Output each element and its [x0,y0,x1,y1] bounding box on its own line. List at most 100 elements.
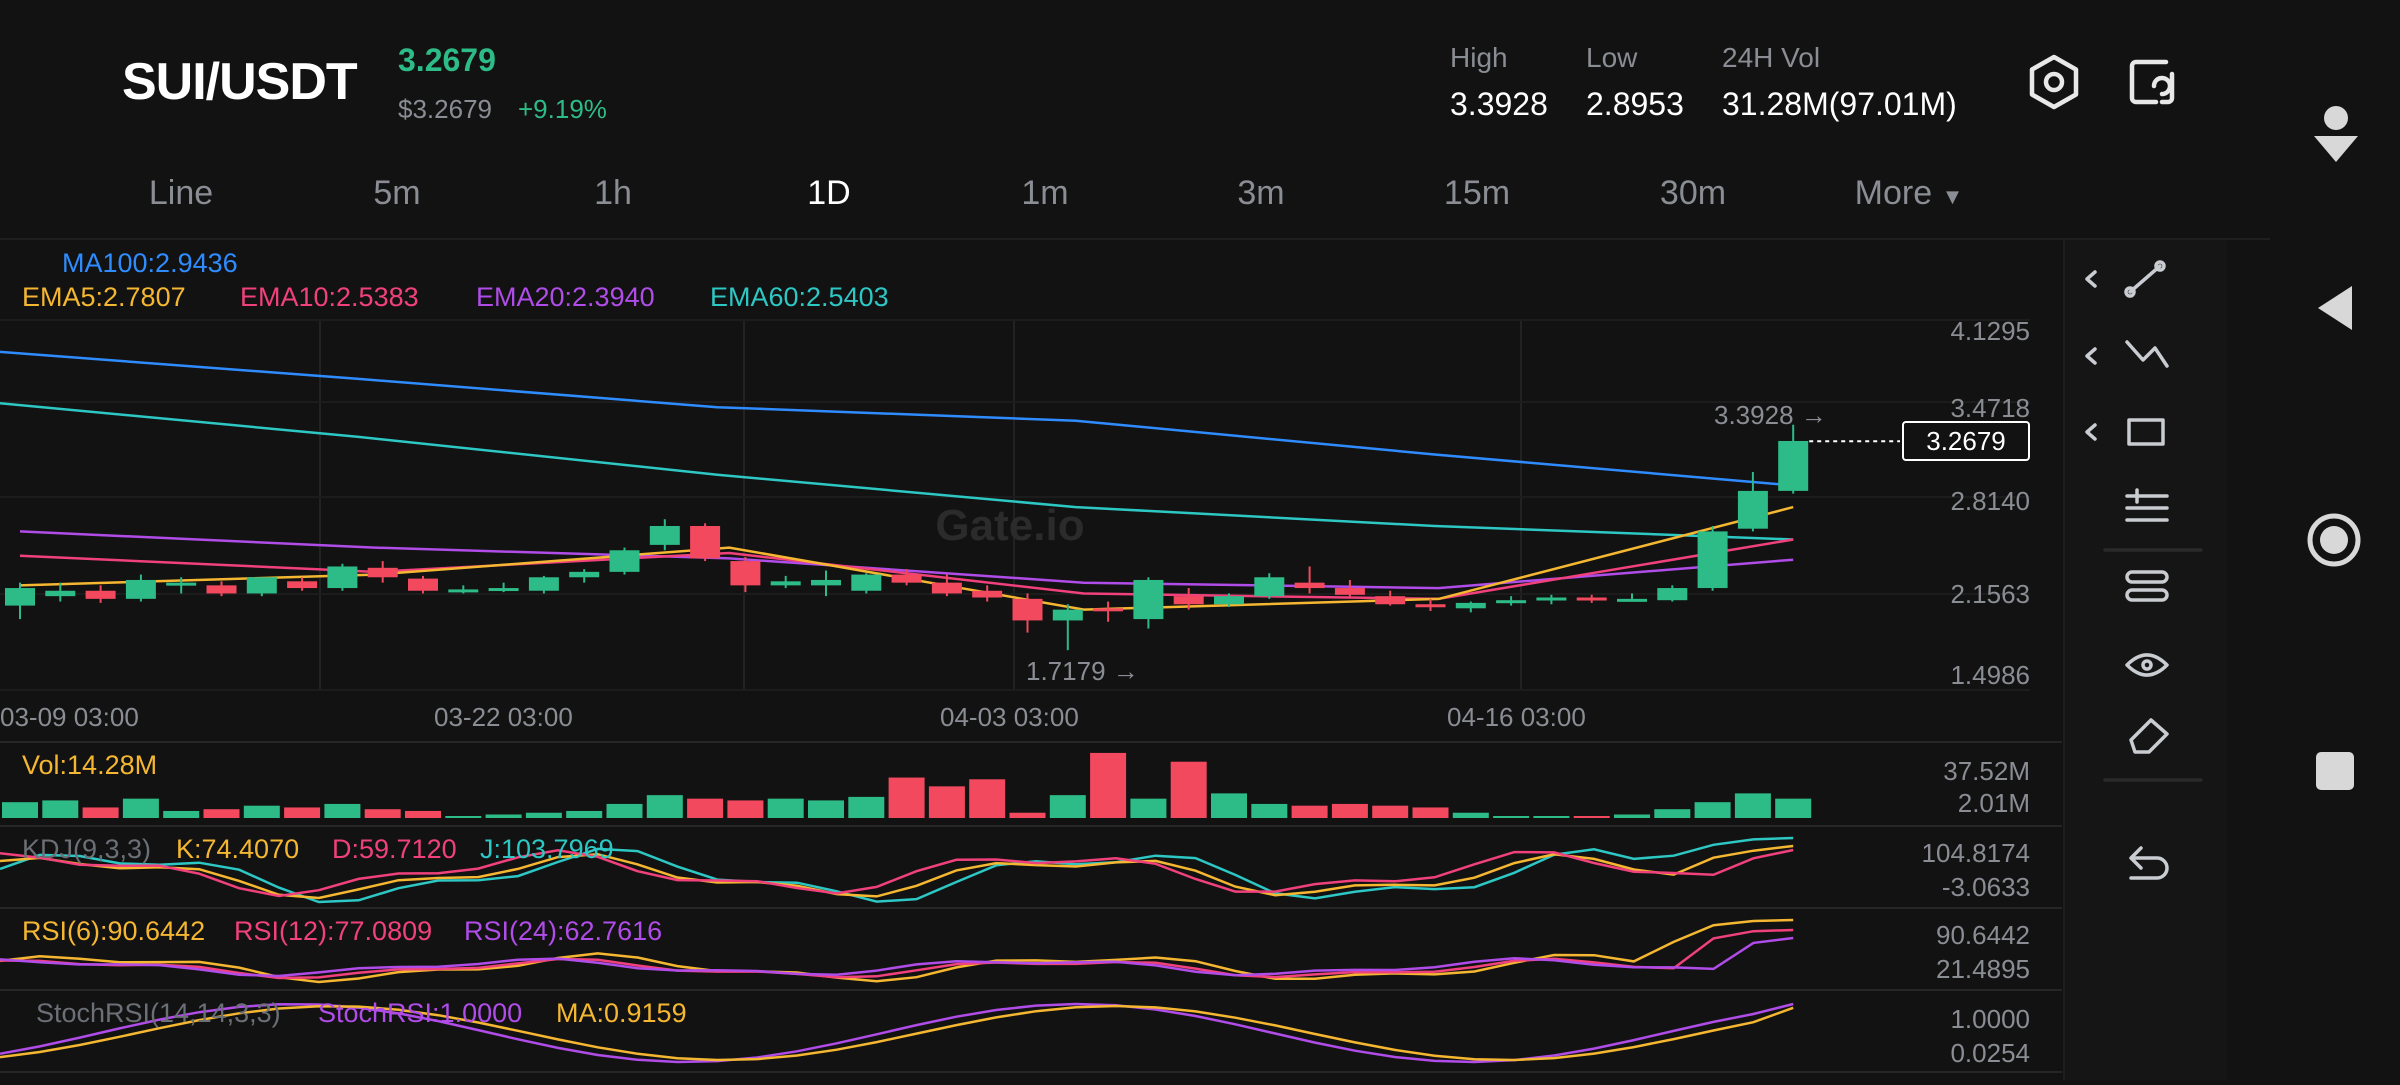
switch-screen-icon[interactable] [2126,54,2182,110]
candle-body [125,579,156,599]
trading-pair-title[interactable]: SUI/USDT [122,53,358,111]
tab-30m[interactable]: 30m [1659,174,1727,212]
volume-bar [525,812,562,818]
candle-body [690,525,721,559]
text-lines-icon[interactable] [2125,488,2169,522]
ema20-legend: EMA20:2.3940 [476,282,655,312]
volume-bar [122,798,159,818]
candle-body [1294,582,1325,589]
stochrsi-value-legend: StochRSI:1.0000 [318,998,523,1028]
rsi12-legend: RSI(12):77.0809 [234,916,433,946]
volume-bar [82,807,119,818]
stoch-tick-1: 1.0000 [1950,1004,2030,1034]
home-icon[interactable] [2307,513,2361,567]
candle-body [1334,588,1365,595]
volume-bar [566,810,603,818]
tab-5m[interactable]: 5m [373,174,421,212]
candle-body [408,578,438,591]
volume-bar [324,803,361,818]
volume-bar [969,779,1006,818]
volume-bar [163,810,200,818]
candle-body [367,567,398,578]
date-tick-2: 03-22 03:00 [434,702,573,732]
dropdown-caret-icon: ▼ [1941,184,1964,209]
visibility-icon[interactable] [2125,653,2169,677]
volume-bar [364,809,401,818]
back-icon[interactable] [2318,286,2352,330]
candle-body [1173,596,1204,605]
settings-icon[interactable] [2026,54,2082,110]
high-value: 3.3928 [1450,86,1548,122]
rsi-tick-1: 90.6442 [1936,920,2030,950]
candle-body [5,588,35,606]
candle-body [1455,602,1486,609]
wave-tool-icon[interactable] [2085,340,2169,368]
volume-bar [767,798,804,818]
rsi6-line [0,918,1794,984]
volume-bar [1493,816,1530,818]
candle-body [811,579,841,586]
kline-chart[interactable]: Gate.io [0,0,2062,1080]
undo-icon[interactable] [2129,846,2169,880]
volume-bar [1452,812,1489,818]
tab-line[interactable]: Line [148,174,214,212]
kdj-d-line [0,848,1794,898]
kdj-d-legend: D:59.7120 [332,834,457,864]
recents-icon[interactable] [2316,752,2354,790]
volume-bar [42,800,79,818]
rsi24-line [0,936,1794,978]
volume-bar [646,795,683,818]
volume-bar [848,796,885,818]
volume-bar [1009,812,1046,818]
system-nav-bar [2270,0,2400,1080]
tab-3m[interactable]: 3m [1237,174,1285,212]
candle-body [1052,609,1083,621]
date-tick-4: 04-16 03:00 [1447,702,1586,732]
rsi12-line [0,928,1794,980]
tab-1m[interactable]: 1m [1021,174,1069,212]
rsi24-legend: RSI(24):62.7616 [464,916,663,946]
candle-body [1536,597,1567,601]
volume-bar [1734,793,1771,818]
tab-1h[interactable]: 1h [594,174,632,212]
candle-body [1012,598,1043,621]
volume-bar [1130,798,1167,818]
stochrsi-ma-legend: MA:0.9159 [556,998,687,1028]
volume-bar [888,777,925,818]
volume-bar [1573,816,1610,818]
accessibility-icon[interactable] [2314,106,2358,162]
kdj-tick-1: 104.8174 [1921,838,2030,868]
candle-body [1133,579,1164,620]
candle-body [327,566,358,589]
ma100-line [0,350,1794,487]
kdj-j-line [0,836,1794,904]
vol-label: 24H Vol [1722,42,1821,73]
price-change: +9.19% [518,94,607,124]
price-tick-3: 2.8140 [1950,486,2030,516]
high-marker: 3.3928 → [1714,400,1827,430]
indicator-settings-icon[interactable] [2125,570,2169,602]
volume-bar [1251,803,1288,818]
eraser-icon[interactable] [2129,718,2169,754]
tab-1d[interactable]: 1D [807,174,851,212]
volume-bar [928,786,965,818]
current-price-tag: 3.2679 [1902,421,2030,461]
kdj-tick-2: -3.0633 [1941,872,2030,902]
candle-body [1214,596,1244,605]
candle-body [287,581,318,589]
volume-bar [1372,805,1409,818]
tab-more[interactable]: More ▼ [1855,160,1964,226]
kdj-legend: KDJ(9,3,3) [22,834,152,864]
drawing-tools-panel [2063,240,2227,1080]
candle-body [206,585,237,594]
line-tool-icon[interactable] [2085,260,2166,298]
stochrsi-ma-line [0,1004,1794,1062]
stochrsi-line [0,1002,1794,1064]
candle-body [45,590,76,597]
usd-price: $3.2679 [398,94,492,124]
tab-15m[interactable]: 15m [1443,174,1511,212]
shape-tool-icon[interactable] [2085,418,2165,446]
date-tick-1: 03-09 03:00 [0,702,139,732]
candle-body [1415,604,1446,608]
candle-body [1778,440,1809,491]
